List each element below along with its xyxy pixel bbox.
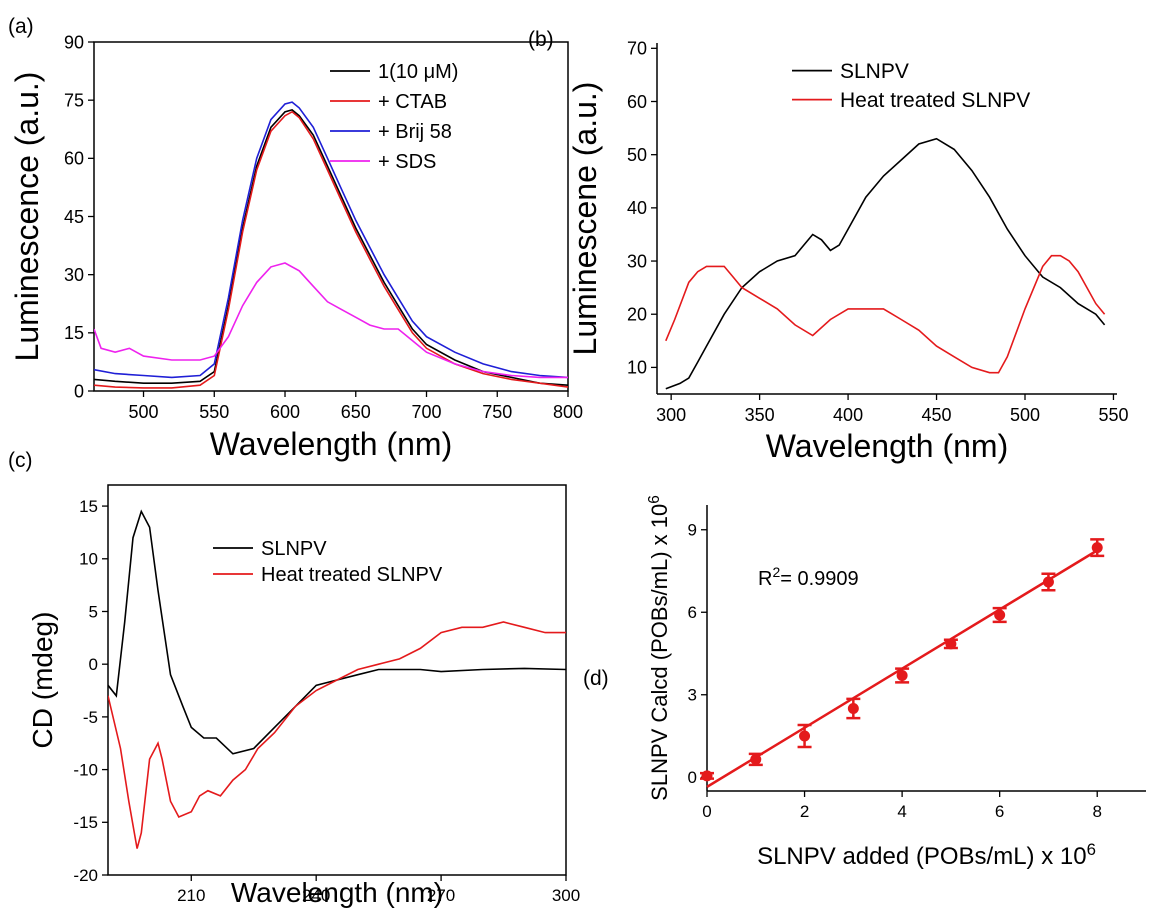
y-tick-label: 10: [627, 358, 647, 378]
data-point: [994, 609, 1006, 621]
legend-label: SLNPV: [840, 60, 909, 83]
data-point: [701, 770, 713, 782]
y-axis-label: SLNPV Calcd (POBs/mL) x 106: [646, 495, 673, 801]
x-tick-label: 750: [482, 402, 512, 422]
x-tick-label: 300: [656, 405, 686, 425]
panel-d: (d) 0 2 4 6 8 0 3 6 9 SLNPV added (POBs/mL) x 106 S…: [583, 495, 1146, 870]
x-tick-label: 600: [270, 402, 300, 422]
x-tick-label: 650: [341, 402, 371, 422]
y-tick-label: 50: [627, 145, 647, 165]
data-point: [945, 638, 957, 650]
series-line-1: [94, 109, 568, 386]
plot-frame: [107, 484, 567, 876]
legend-label: 1(10 μM): [378, 61, 458, 83]
x-tick-label: 0: [702, 802, 711, 821]
legend: SLNPV Heat treated SLNPV: [213, 538, 443, 586]
series-line-3: [94, 101, 568, 379]
y-tick-label: 70: [627, 39, 647, 59]
y-tick-label: 60: [64, 149, 84, 169]
series-line-1: [108, 509, 566, 755]
y-tick-label: 5: [89, 602, 98, 621]
panel-label: (b): [528, 28, 554, 51]
y-tick-label: 0: [688, 768, 697, 787]
data-point: [750, 753, 762, 765]
y-tick-label: 30: [64, 265, 84, 285]
panel-label: (d): [583, 667, 609, 690]
data-point: [1042, 576, 1054, 588]
panel-b: (b) 300 350 400 450 500 550 10 20 30 40 50 60 70 Wavel…: [528, 28, 1128, 464]
y-tick-label: 90: [64, 32, 84, 52]
x-axis-label: SLNPV added (POBs/mL) x 106: [757, 840, 1096, 871]
x-tick-label: 4: [897, 802, 906, 821]
y-tick-label: 30: [627, 251, 647, 271]
x-tick-label: 210: [177, 886, 205, 905]
y-tick-label: 0: [89, 655, 98, 674]
y-tick-label: 10: [79, 550, 98, 569]
x-tick-label: 270: [427, 886, 455, 905]
panel-a: (a) 500 550 600 650 700 750 800 0 15 30 45 60 75 90 Wav…: [8, 15, 583, 462]
panel-c: (c) 210 240 270 300 -20 -15 -10 -5 0 5 10 15 Waveleng…: [8, 449, 580, 908]
x-tick-label: 550: [199, 402, 229, 422]
y-tick-label: 6: [688, 603, 697, 622]
y-tick-label: 3: [688, 686, 697, 705]
y-tick-label: 15: [64, 323, 84, 343]
legend-label: + SDS: [378, 151, 436, 173]
x-tick-label: 550: [1098, 405, 1128, 425]
x-tick-label: 300: [552, 886, 580, 905]
legend: 1(10 μM) + CTAB + Brij 58 + SDS: [330, 61, 458, 173]
series-line-4: [94, 262, 568, 379]
y-axis-label: CD (mdeg): [27, 612, 58, 749]
x-tick-label: 400: [833, 405, 863, 425]
x-tick-label: 450: [922, 405, 952, 425]
legend-label: SLNPV: [261, 538, 327, 560]
y-axis-label: Luminescence (a.u.): [9, 72, 45, 362]
x-tick-label: 6: [995, 802, 1004, 821]
y-tick-label: 9: [688, 521, 697, 540]
legend-label: Heat treated SLNPV: [840, 89, 1030, 112]
x-tick-label: 500: [1010, 405, 1040, 425]
x-tick-label: 350: [745, 405, 775, 425]
x-tick-label: 8: [1092, 802, 1101, 821]
panel-label: (a): [8, 15, 34, 38]
legend-label: + CTAB: [378, 91, 447, 113]
series-line-1: [665, 137, 1106, 390]
y-axis-label: Luminescene (a.u.): [567, 82, 603, 356]
plot-frame: [93, 41, 569, 392]
series-line-2: [665, 254, 1106, 374]
series-line-2: [94, 110, 568, 389]
y-tick-label: 75: [64, 90, 84, 110]
x-tick-label: 700: [411, 402, 441, 422]
data-point: [1091, 542, 1103, 554]
y-tick-label: 60: [627, 92, 647, 112]
panel-label: (c): [8, 449, 33, 472]
x-tick-label: 2: [800, 802, 809, 821]
x-tick-label: 240: [302, 886, 330, 905]
data-point: [799, 730, 811, 742]
x-tick-label: 500: [128, 402, 158, 422]
legend-label: Heat treated SLNPV: [261, 564, 443, 586]
x-tick-label: 800: [553, 402, 583, 422]
y-tick-label: 40: [627, 198, 647, 218]
x-axis-label: Wavelength (nm): [231, 877, 443, 908]
y-tick-label: -15: [73, 813, 98, 832]
y-tick-label: 20: [627, 305, 647, 325]
y-tick-label: 0: [74, 381, 84, 401]
y-tick-label: -5: [83, 708, 98, 727]
x-axis-label: Wavelength (nm): [766, 428, 1008, 464]
legend: SLNPV Heat treated SLNPV: [792, 60, 1030, 112]
data-point: [896, 670, 908, 681]
y-tick-label: -10: [73, 761, 98, 780]
legend-label: + Brij 58: [378, 121, 452, 143]
y-tick-label: 15: [79, 497, 98, 516]
x-axis-label: Wavelength (nm): [210, 426, 452, 462]
r-squared-annotation: R2= 0.9909: [758, 564, 859, 590]
y-tick-label: -20: [73, 866, 98, 885]
data-point: [847, 703, 859, 714]
series-line-2: [108, 621, 566, 849]
y-tick-label: 45: [64, 207, 84, 227]
